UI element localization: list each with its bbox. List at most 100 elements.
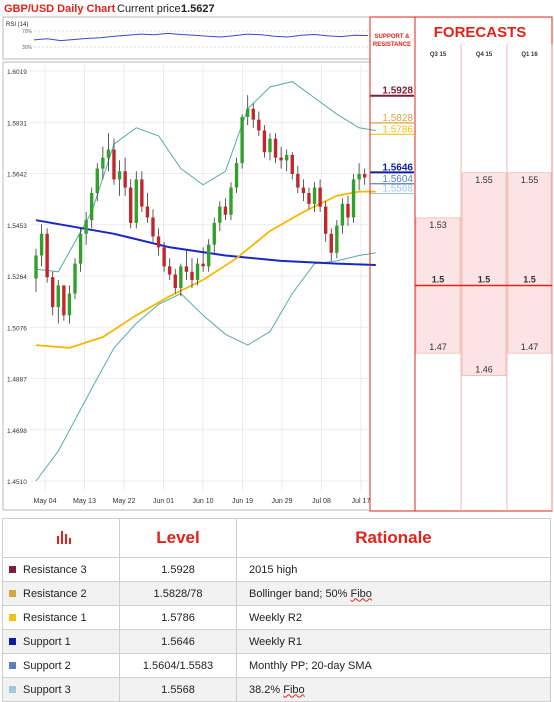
candle-body — [39, 233, 44, 256]
candle-body — [257, 119, 261, 131]
candle-body — [296, 173, 300, 188]
row-name-cell: Resistance 3 — [2, 557, 120, 582]
candle-body — [340, 203, 345, 226]
y-axis: 1.6019 1.5831 1.5642 1.5453 1.5264 1.5076 1.48… — [7, 69, 27, 486]
candle-body — [346, 203, 350, 218]
rationale-text: 38.2% — [249, 683, 284, 696]
swatch-icon — [9, 638, 16, 646]
price-label: Current price: — [117, 3, 184, 15]
forecast-bar-upper — [507, 172, 552, 286]
candle-body — [117, 171, 122, 180]
row-name-cell: Support 2 — [2, 653, 120, 678]
y-tick-label: 1.6019 — [7, 69, 27, 76]
x-tick-label: Jun 10 — [192, 498, 213, 505]
forecast-value-label: 1.55 — [475, 175, 493, 185]
candle-body — [145, 206, 150, 218]
candle-body — [129, 187, 133, 223]
candle-body — [190, 271, 194, 280]
y-tick-label: 1.4887 — [7, 377, 27, 384]
candle-body — [290, 154, 294, 174]
candle-body — [268, 138, 272, 153]
row-name: Resistance 1 — [23, 611, 87, 624]
x-tick-label: May 13 — [73, 498, 96, 505]
row-level: 1.5604/1.5583 — [119, 653, 237, 678]
rsi-tick-30: 30% — [22, 45, 33, 51]
row-name: Support 3 — [23, 683, 71, 696]
candle-body — [112, 149, 116, 180]
candle-body — [362, 173, 367, 178]
table-row: Resistance 2 1.5828/78 Bollinger band; 5… — [2, 581, 551, 606]
row-name: Support 1 — [23, 635, 71, 648]
table-row: Resistance 1 1.5786 Weekly R2 — [2, 605, 551, 630]
candle-body — [151, 217, 155, 237]
row-name: Resistance 2 — [23, 587, 87, 600]
candle-body — [101, 157, 105, 169]
candle-body — [123, 171, 127, 188]
candle-body — [140, 179, 144, 207]
candle-body — [45, 233, 49, 278]
x-tick-label: Jul 17 — [352, 498, 371, 505]
candle-body — [301, 187, 306, 193]
swatch-icon — [9, 614, 16, 622]
candle-body — [234, 163, 239, 188]
candle-body — [78, 233, 83, 264]
level-label: 1.5604 — [382, 174, 413, 185]
row-name-cell: Support 3 — [2, 677, 120, 702]
level-label: 1.5828 — [382, 113, 413, 124]
swatch-icon — [9, 662, 16, 670]
forecast-bar-lower — [507, 285, 552, 354]
candle-body — [73, 263, 77, 294]
y-tick-label: 1.5831 — [7, 120, 27, 127]
x-tick-label: Jun 01 — [153, 498, 174, 505]
price-value: 1.5627 — [181, 3, 215, 15]
candle-body — [357, 173, 361, 180]
table-row: Support 2 1.5604/1.5583 Monthly PP; 20-d… — [2, 653, 551, 678]
candle-body — [279, 157, 283, 161]
table-row: Support 1 1.5646 Weekly R1 — [2, 629, 551, 654]
candle-body — [51, 277, 55, 308]
row-rationale: Bollinger band; 50% Fibo — [236, 581, 551, 606]
candle-body — [195, 263, 200, 280]
rsi-panel — [2, 16, 371, 60]
x-tick-label: Jun 19 — [232, 498, 253, 505]
swatch-icon — [9, 566, 16, 574]
x-tick-label: Jun 29 — [271, 498, 292, 505]
candle-body — [323, 206, 328, 234]
candle-body — [329, 233, 333, 253]
candle-body — [212, 222, 216, 245]
table-header-rationale: Rationale — [236, 518, 551, 558]
candle-body — [223, 206, 228, 215]
candle-body — [67, 293, 72, 316]
swatch-icon — [9, 590, 16, 598]
rsi-line — [33, 32, 369, 42]
candle-body — [201, 263, 205, 267]
row-name: Support 2 — [23, 659, 71, 672]
candle-body — [179, 266, 183, 289]
table-header-row: Level Rationale — [2, 518, 551, 558]
table-row: Support 3 1.5568 38.2% Fibo — [2, 677, 551, 702]
table-row: Resistance 3 1.5928 2015 high — [2, 557, 551, 582]
forecast-value-label: 1.47 — [429, 342, 447, 352]
row-rationale: Weekly R1 — [236, 629, 551, 654]
level-label: 1.5928 — [382, 86, 413, 97]
forecast-value-label: 1.46 — [475, 365, 493, 375]
level-label: 1.5568 — [382, 184, 413, 195]
price-grid — [30, 65, 368, 491]
row-level: 1.5928 — [119, 557, 237, 582]
candle-body — [207, 244, 211, 267]
y-tick-label: 1.5264 — [7, 274, 27, 281]
row-name: Resistance 3 — [23, 563, 87, 576]
row-rationale: 2015 high — [236, 557, 551, 582]
table-header-level: Level — [119, 518, 237, 558]
row-level: 1.5568 — [119, 677, 237, 702]
candle-body — [90, 192, 94, 221]
candle-body — [246, 108, 250, 117]
forecast-value-label: 1.53 — [429, 220, 447, 230]
candle-body — [229, 187, 233, 215]
x-tick-label: Jul 08 — [312, 498, 331, 505]
row-name-cell: Resistance 1 — [2, 605, 120, 630]
candlesticks — [34, 95, 367, 324]
level-label: 1.5786 — [382, 124, 413, 135]
rationale-fibo: Fibo — [350, 587, 372, 600]
